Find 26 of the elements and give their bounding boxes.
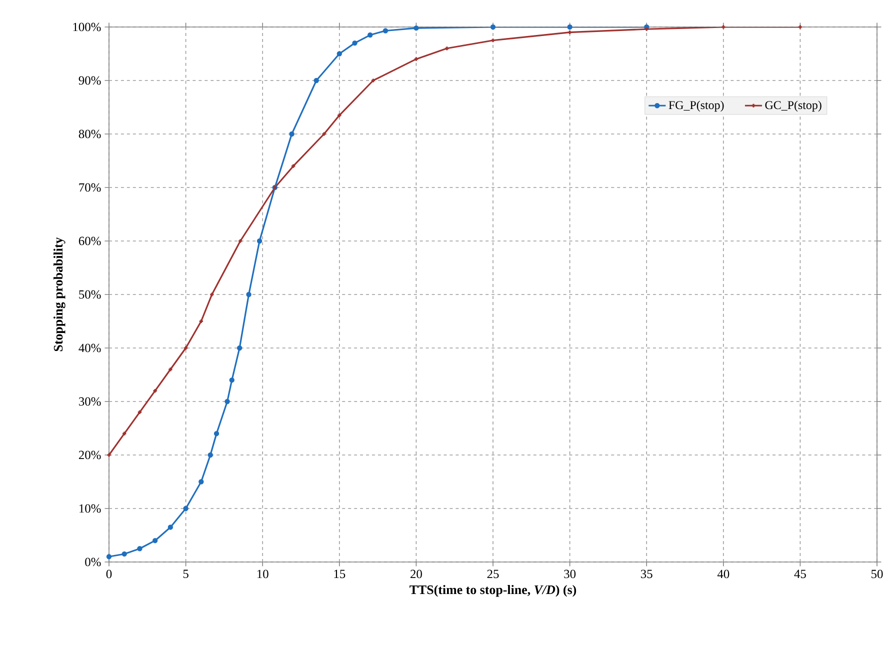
x-tick-label: 10 [257,570,268,578]
y-tick-label: 90% [78,76,101,85]
x-tick-label: 20 [410,570,422,578]
x-tick-label: 30 [564,570,576,578]
x-tick-label: 40 [717,570,730,578]
legend-label: GC_P(stop) [765,100,822,112]
x-tick-label: 5 [183,570,188,578]
x-tick-label: 15 [334,570,346,578]
x-tick-label: 25 [487,570,499,578]
x-tick-label: 35 [640,570,652,578]
x-tick-label: 50 [871,570,883,578]
y-tick-label: 30% [78,397,101,406]
y-axis-title: Stopping probability [53,237,66,352]
x-tick-label: 45 [794,570,806,578]
y-tick-label: 10% [79,504,101,513]
y-tick-label: 20% [78,450,101,460]
y-tick-label: 100% [73,22,101,32]
y-tick-label: 50% [79,290,101,299]
y-tick-label: 40% [78,344,101,352]
y-tick-label: 70% [79,183,101,192]
x-axis-title: TTS(time to stop-line, V/D) (s) [410,585,576,597]
y-tick-label: 60% [78,236,101,246]
legend-label: FG_P(stop) [668,100,724,112]
y-tick-label: 80% [78,130,101,138]
y-tick-label: 0% [85,558,101,566]
x-tick-label: 0 [106,570,112,578]
